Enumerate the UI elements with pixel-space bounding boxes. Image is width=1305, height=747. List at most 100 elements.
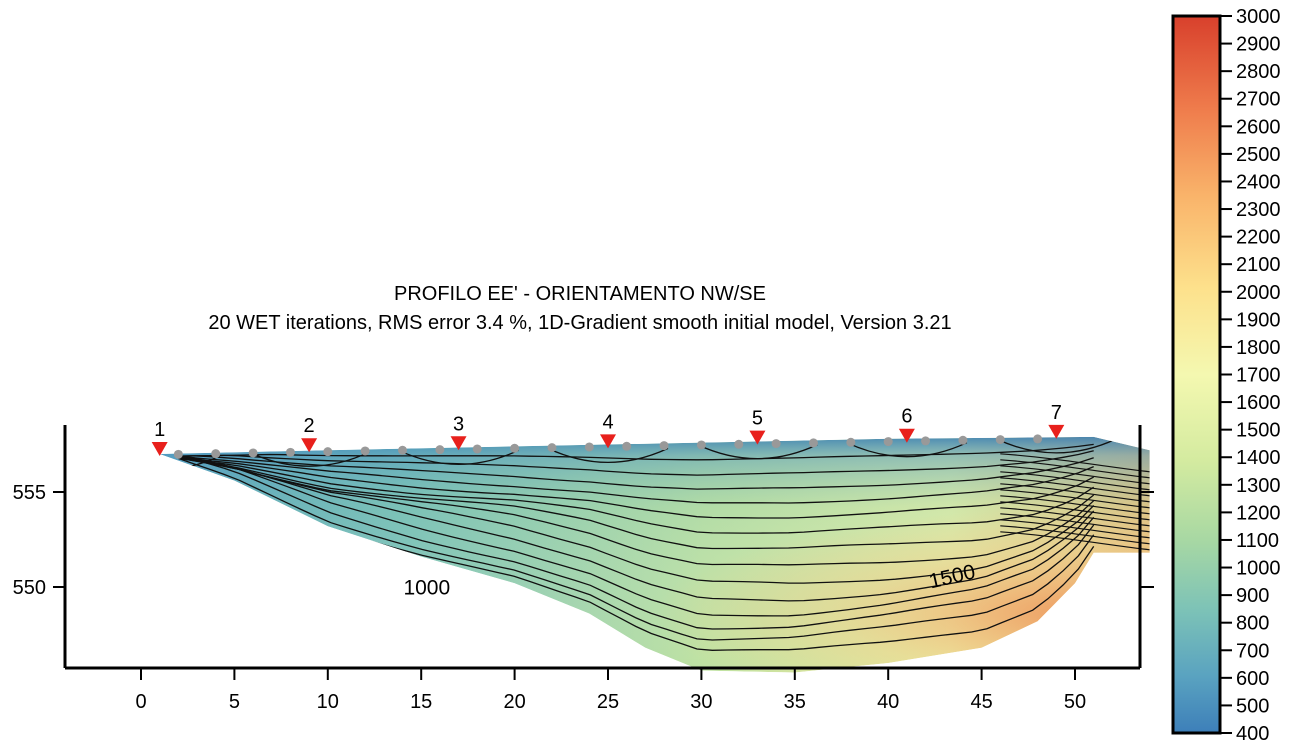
contour-line — [1000, 471, 1150, 491]
geophone-marker — [898, 428, 915, 443]
colorbar-tick-label: 1800 — [1236, 337, 1281, 359]
colorbar-fill — [1171, 14, 1222, 735]
x-tick-label: 20 — [503, 691, 525, 713]
shot-point — [323, 447, 333, 457]
shot-point — [846, 437, 856, 447]
x-tick-label: 25 — [597, 691, 619, 713]
shot-point — [472, 444, 482, 454]
shot-point — [285, 447, 295, 457]
contour-line — [547, 447, 669, 464]
colorbar-tick-label: 1900 — [1236, 309, 1281, 331]
shot-point — [921, 436, 931, 446]
colorbar-tick-label: 600 — [1236, 668, 1269, 690]
contour-line — [846, 442, 968, 458]
contour-line — [1000, 477, 1150, 497]
contour-line — [996, 438, 1117, 454]
geophone-label: 1 — [154, 419, 165, 441]
colorbar-tick-label: 700 — [1236, 640, 1269, 662]
colorbar-tick-label: 2600 — [1236, 116, 1281, 138]
contour-line — [178, 457, 1095, 534]
x-tick-label: 10 — [317, 691, 339, 713]
colorbar-tick-label: 3000 — [1236, 6, 1281, 28]
shot-point — [958, 435, 968, 445]
shot-point — [248, 448, 258, 458]
contour-line — [398, 449, 519, 465]
contour-line — [178, 455, 1095, 630]
axis-ticks: 0 5 10 15 20 25 30 35 40 45 50 555 550 — [13, 482, 1154, 713]
colorbar-tick-label: 2100 — [1236, 254, 1281, 276]
shot-point — [510, 443, 520, 453]
y-tick-label: 555 — [13, 482, 46, 504]
shot-point — [211, 449, 221, 459]
contour-line — [1000, 507, 1150, 527]
colorbar-tick-label: 2200 — [1236, 227, 1281, 249]
geophone-label: 7 — [1051, 402, 1062, 424]
contour-line — [1000, 489, 1150, 509]
contour-line — [1000, 453, 1150, 473]
contour-line — [1000, 531, 1150, 551]
colorbar-tick-label: 400 — [1236, 723, 1269, 745]
geophone-marker — [1048, 424, 1065, 439]
geophone-label: 6 — [901, 406, 912, 428]
contour-line — [1000, 495, 1150, 515]
colorbar-tick-label: 1400 — [1236, 447, 1281, 469]
geophone-label: 2 — [304, 415, 315, 437]
colorbar: 3000 2900 2800 2700 2600 2500 2400 2300 2200 2100… — [1171, 6, 1281, 745]
geophone-marker — [450, 436, 467, 451]
colorbar-tick-label: 2700 — [1236, 89, 1281, 111]
colorbar-tick-label: 1300 — [1236, 475, 1281, 497]
contour-line — [178, 455, 1095, 617]
contour-line — [1000, 513, 1150, 533]
x-tick-label: 15 — [410, 691, 432, 713]
contour-line — [1000, 483, 1150, 503]
contour-line — [178, 455, 1094, 504]
shot-point — [360, 446, 370, 456]
colorbar-tick-label: 1200 — [1236, 502, 1281, 524]
shot-point — [734, 439, 744, 449]
colorbar-tick-label: 1000 — [1236, 558, 1281, 580]
shot-point — [659, 441, 669, 451]
colorbar-tick-label: 500 — [1236, 695, 1269, 717]
markers: 1 2 3 4 5 6 7 — [151, 402, 1065, 459]
x-tick-label: 50 — [1064, 691, 1086, 713]
x-tick-label: 45 — [970, 691, 992, 713]
shot-point — [547, 443, 557, 453]
contour-line — [178, 455, 1094, 490]
shot-point — [173, 449, 183, 459]
contour-line — [178, 457, 1095, 566]
contour-line — [178, 457, 1095, 550]
geophone-marker — [749, 430, 766, 445]
shot-point — [1033, 434, 1043, 444]
shot-point — [771, 439, 781, 449]
shot-point — [696, 440, 706, 450]
x-tick-label: 5 — [229, 691, 240, 713]
geophone-marker — [600, 434, 616, 449]
contour-line — [1000, 501, 1150, 521]
contour-line — [178, 450, 1094, 476]
contour-lines — [159, 438, 1150, 651]
x-tick-label: 30 — [690, 691, 712, 713]
colorbar-tick-label: 2000 — [1236, 282, 1281, 304]
contour-line — [178, 456, 1095, 584]
geophone-label: 5 — [752, 408, 763, 430]
contour-line — [248, 451, 370, 467]
colorbar-tick-label: 1600 — [1236, 392, 1281, 414]
axes — [63, 425, 1142, 670]
geophone-label: 3 — [453, 413, 464, 435]
contour-line — [1000, 525, 1150, 545]
colorbar-tick-label: 800 — [1236, 613, 1269, 635]
shot-point — [883, 437, 893, 447]
geophone-marker — [151, 442, 168, 456]
shot-point — [808, 438, 818, 448]
y-tick-label: 550 — [13, 577, 46, 599]
shot-point — [995, 435, 1005, 445]
shot-point — [435, 445, 445, 455]
geophone-marker — [301, 438, 318, 453]
contour-line — [1000, 465, 1150, 485]
velocity-field — [159, 436, 1150, 673]
colorbar-tick-label: 1500 — [1236, 420, 1281, 442]
contour-label: 1000 — [403, 577, 450, 600]
chart-subtitle: 20 WET iterations, RMS error 3.4 %, 1D-G… — [208, 312, 952, 334]
colorbar-tick-label: 1700 — [1236, 365, 1281, 387]
colorbar-tick-label: 2500 — [1236, 144, 1281, 166]
